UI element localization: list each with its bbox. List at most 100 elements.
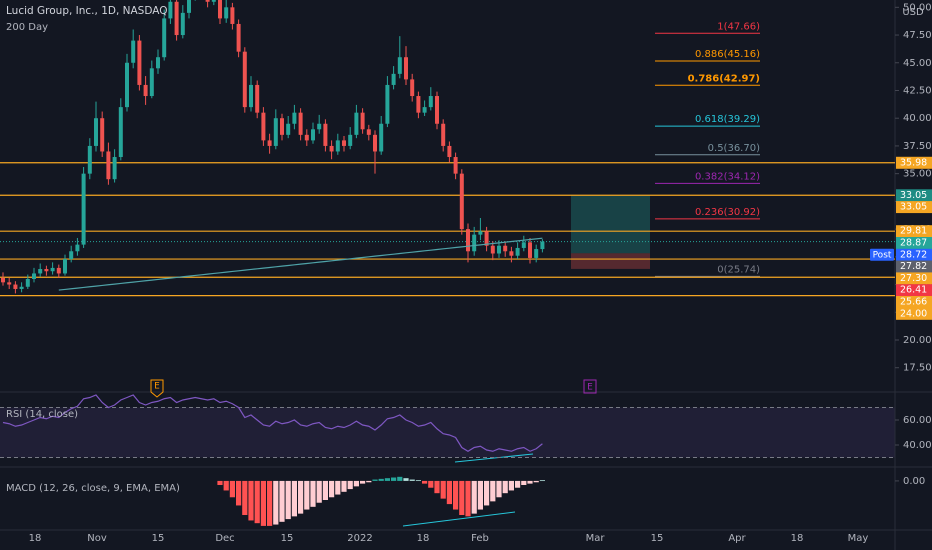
candle-body [230, 7, 235, 24]
candle-body [404, 57, 408, 80]
candle-body [38, 269, 43, 274]
macd-title: MACD (12, 26, close, 9, EMA, EMA) [6, 483, 180, 494]
candle-body [267, 140, 272, 146]
price-label-box [896, 248, 932, 261]
earnings-icon-letter: E [154, 382, 160, 392]
price-label: 27.82 [900, 261, 927, 272]
candle-body [391, 73, 396, 85]
price-label-box [896, 237, 932, 250]
macd-histogram-bar [273, 480, 279, 525]
candle-body [540, 241, 545, 250]
candle-body [416, 96, 421, 113]
macd-histogram-bar [477, 480, 483, 510]
earnings-icon[interactable] [150, 379, 164, 398]
price-label-box [896, 307, 932, 320]
macd-histogram-bar [248, 480, 254, 521]
fib-label: 0.886(45.16) [695, 49, 760, 60]
candle-body [497, 245, 501, 254]
macd-histogram-bar [279, 480, 285, 522]
macd-histogram-bar [310, 480, 316, 507]
candle-body [422, 107, 427, 113]
candle-body [255, 84, 260, 113]
candle-body [100, 118, 105, 152]
macd-histogram-bar [502, 480, 508, 494]
price-label-box [896, 272, 932, 285]
macd-histogram-bar [391, 477, 397, 481]
macd-histogram-bar [291, 480, 297, 517]
candle-body [360, 112, 365, 130]
earnings-icon[interactable] [583, 379, 597, 394]
candle-body [490, 245, 495, 254]
fib-label: 0.236(30.92) [695, 207, 760, 218]
candle-body [466, 229, 470, 252]
macd-histogram-bar [409, 479, 415, 481]
candle-body [528, 242, 532, 258]
candle-body [44, 269, 49, 272]
price-label: 26.41 [900, 285, 927, 296]
candle-body [472, 234, 477, 252]
candle-body [156, 57, 160, 69]
y-tick-label: 0.00 [903, 476, 925, 487]
price-label-box [896, 201, 932, 214]
candle-body [69, 251, 74, 260]
macd-histogram-bar [304, 480, 310, 510]
macd-histogram-bar [322, 480, 328, 500]
y-tick-label: 50.00 [903, 2, 932, 13]
y-tick-label: 35.00 [903, 169, 932, 180]
price-label-box [896, 260, 932, 273]
candle-body [118, 107, 123, 158]
price-label: 35.98 [900, 157, 927, 168]
candle-body [435, 96, 439, 124]
candle-body [329, 145, 334, 152]
x-tick-label: 18 [791, 533, 804, 544]
price-label-box [896, 296, 932, 309]
candle-body [75, 244, 80, 252]
price-label-box [896, 189, 932, 202]
x-tick-label: 18 [417, 533, 430, 544]
candle-body [428, 96, 433, 108]
price-label: 27.30 [900, 273, 927, 284]
candle-body [137, 40, 142, 85]
macd-histogram-bar [471, 480, 477, 514]
y-tick-label: 42.50 [903, 85, 932, 96]
candle-body [509, 251, 514, 256]
currency: USD [902, 7, 924, 18]
candle-body [218, 0, 222, 19]
macd-histogram-bar [490, 480, 496, 502]
candle-body [1, 277, 5, 283]
candle-body [242, 51, 247, 108]
fib-label: 0(25.74) [717, 264, 760, 275]
macd-histogram-bar [397, 476, 403, 481]
candle-body [94, 118, 98, 146]
candle-body [317, 123, 322, 130]
candle-body [478, 231, 483, 235]
fib-label: 0.5(36.70) [708, 143, 760, 154]
x-tick-label: Mar [586, 533, 606, 544]
candle-body [261, 112, 266, 141]
price-label-box [896, 284, 932, 297]
candle-body [304, 134, 309, 141]
candle-body [131, 40, 136, 63]
candle-body [459, 173, 464, 230]
fib-label: 0.382(34.12) [695, 171, 760, 182]
macd-histogram-bar [422, 480, 428, 484]
rsi-band [0, 407, 895, 458]
macd-histogram-bar [428, 480, 434, 488]
candle-body [168, 1, 173, 19]
candle-body [354, 112, 359, 135]
candle-body [453, 157, 458, 174]
macd-histogram-bar [353, 480, 359, 487]
macd-histogram-bar [465, 480, 471, 517]
candle-body [410, 79, 415, 97]
candle-body [323, 123, 328, 146]
x-tick-label: 15 [281, 533, 294, 544]
candle-body [13, 284, 18, 289]
candle-body [397, 57, 402, 74]
macd-histogram-bar [527, 480, 533, 484]
candle-body [56, 267, 61, 274]
candle-body [143, 84, 148, 97]
price-label: 24.00 [900, 308, 927, 319]
candle-body [25, 278, 30, 287]
moving-average [58, 237, 543, 291]
macd-histogram-bar [260, 480, 266, 526]
